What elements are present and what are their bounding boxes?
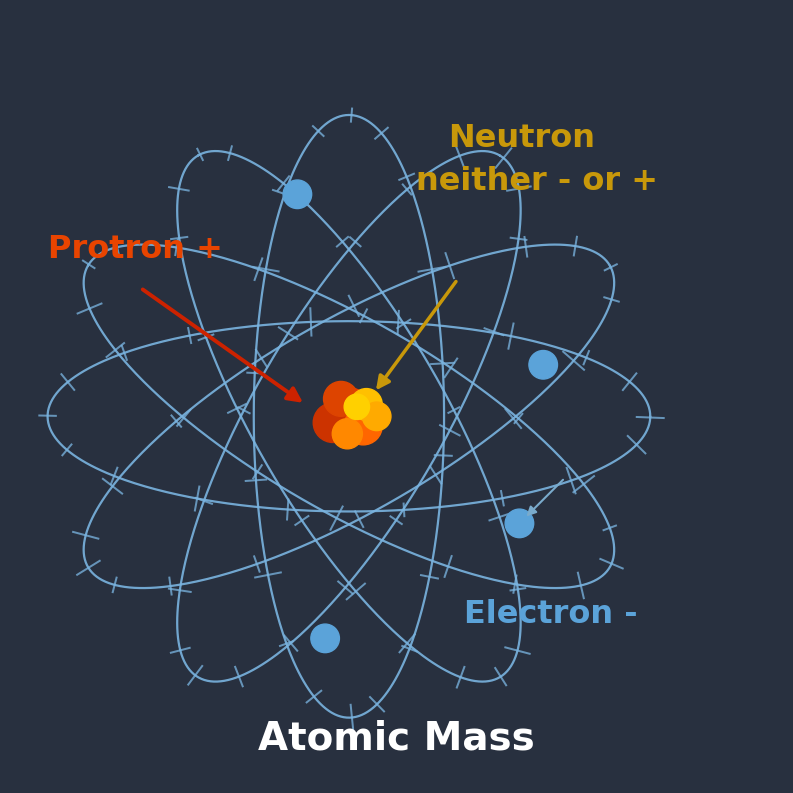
Circle shape xyxy=(362,402,391,431)
Text: Atomic Mass: Atomic Mass xyxy=(259,719,534,757)
Circle shape xyxy=(505,509,534,538)
Circle shape xyxy=(351,389,382,420)
Circle shape xyxy=(283,180,312,209)
Circle shape xyxy=(324,381,358,416)
Circle shape xyxy=(311,624,339,653)
Text: Protron +: Protron + xyxy=(48,234,223,265)
Circle shape xyxy=(313,403,353,442)
Circle shape xyxy=(327,388,371,432)
Text: Neutron: Neutron xyxy=(448,123,595,154)
Circle shape xyxy=(332,419,362,449)
Circle shape xyxy=(344,407,382,445)
Text: Electron -: Electron - xyxy=(464,599,638,630)
Circle shape xyxy=(344,394,370,419)
Text: neither - or +: neither - or + xyxy=(416,167,658,197)
Circle shape xyxy=(529,351,557,379)
